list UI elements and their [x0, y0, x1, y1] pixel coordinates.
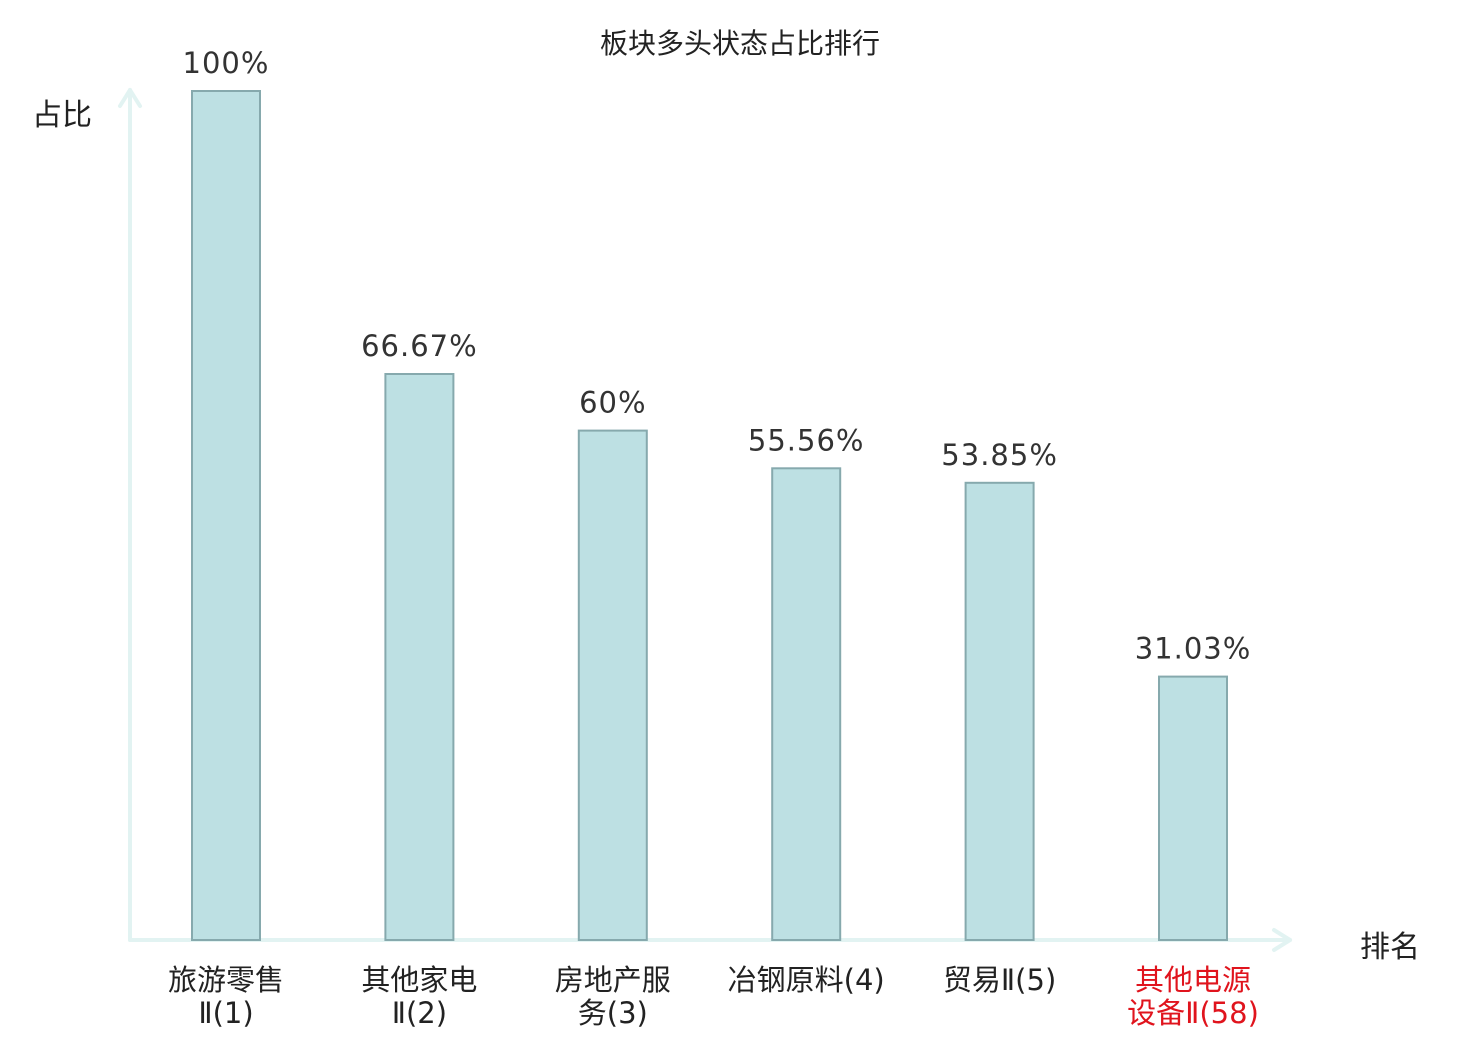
category-label-4: 冶钢原料(4) — [716, 964, 896, 997]
category-label-3-line-2: 务(3) — [577, 996, 648, 1030]
bar-6 — [1158, 675, 1228, 941]
category-label-3-line-1: 房地产服 — [554, 963, 671, 997]
x-axis-arrow-top — [1272, 928, 1292, 942]
category-label-5: 贸易Ⅱ(5) — [910, 964, 1090, 997]
x-axis-label: 排名 — [1360, 930, 1420, 965]
category-label-6-line-1: 其他电源 — [1134, 963, 1251, 997]
value-label-2: 66.67% — [361, 329, 478, 363]
bar-1 — [191, 90, 261, 941]
axes — [118, 88, 1292, 952]
category-label-3: 房地产服 务(3) — [523, 964, 703, 1030]
value-label-4: 55.56% — [748, 423, 865, 457]
bar-3 — [577, 429, 648, 941]
value-label-1: 100% — [183, 46, 270, 80]
category-label-6: 其他电源 设备Ⅱ(58) — [1103, 964, 1283, 1030]
bars — [191, 90, 1228, 941]
y-axis-label: 占比 — [32, 98, 92, 133]
value-label-5: 53.85% — [941, 438, 1058, 472]
bar-5 — [964, 481, 1035, 941]
category-label-1-line-1: 旅游零售 — [167, 963, 284, 997]
category-label-5-line-1: 贸易Ⅱ(5) — [942, 963, 1057, 997]
chart-title: 板块多头状态占比排行 — [599, 27, 880, 60]
category-label-4-line-1: 冶钢原料(4) — [727, 963, 885, 997]
bar-2 — [384, 373, 455, 941]
category-label-6-line-2: 设备Ⅱ(58) — [1127, 996, 1259, 1030]
value-labels: 100% 66.67% 60% 55.56% 53.85% 31.03% — [183, 46, 1252, 666]
value-label-6: 31.03% — [1135, 632, 1252, 666]
x-axis-arrow-bottom — [1272, 938, 1292, 952]
y-axis-arrow-right — [128, 88, 142, 108]
category-label-2: 其他家电 Ⅱ(2) — [329, 964, 509, 1030]
y-axis-arrow-left — [118, 88, 132, 108]
bar-4 — [771, 467, 842, 941]
category-label-1: 旅游零售 Ⅱ(1) — [136, 964, 316, 1030]
category-label-1-line-2: Ⅱ(1) — [198, 996, 254, 1030]
value-label-3: 60% — [579, 386, 646, 420]
category-label-2-line-2: Ⅱ(2) — [391, 996, 448, 1030]
category-label-2-line-1: 其他家电 — [361, 963, 478, 997]
